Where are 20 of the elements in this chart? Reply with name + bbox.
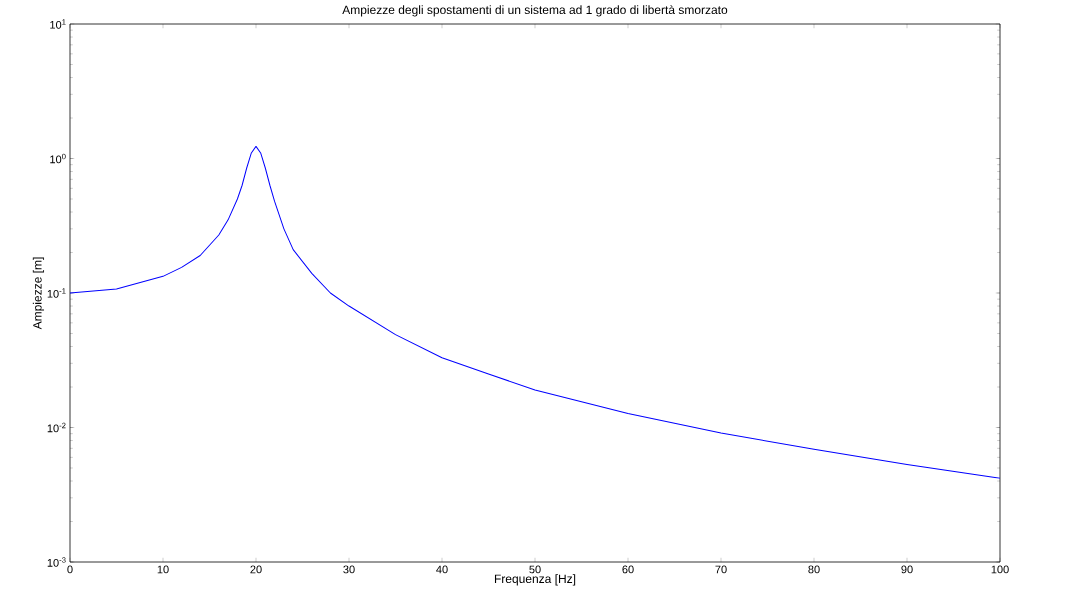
- y-axis-title: Ampiezze [m]: [32, 257, 45, 330]
- x-tick-label: 60: [622, 565, 634, 574]
- chart-title: Ampiezze degli spostamenti di un sistema ad 1 grado di libertà smorzato: [342, 5, 728, 17]
- x-tick-label: 30: [343, 565, 355, 574]
- x-tick-label: 90: [901, 565, 913, 574]
- x-tick-label: 100: [991, 565, 1009, 574]
- x-tick-label: 40: [436, 565, 448, 574]
- x-tick-label: 20: [250, 565, 262, 574]
- y-tick-label: 10$^{-3}$: [47, 557, 66, 567]
- x-tick-label: 0: [67, 565, 73, 574]
- y-tick-label: 10$^{-2}$: [47, 422, 66, 433]
- x-tick-label: 80: [808, 565, 820, 574]
- x-tick-label: 50: [529, 565, 541, 574]
- y-tick-label: 10$^{1}$: [50, 19, 66, 29]
- line-series: [70, 145, 1001, 479]
- x-tick-label: 10: [157, 565, 169, 574]
- x-axis-title: Frequenza [Hz]: [494, 574, 576, 586]
- x-tick-label: 70: [715, 565, 727, 574]
- y-tick-label: 10$^{0}$: [50, 153, 66, 164]
- y-tick-label: 10$^{-1}$: [47, 288, 66, 298]
